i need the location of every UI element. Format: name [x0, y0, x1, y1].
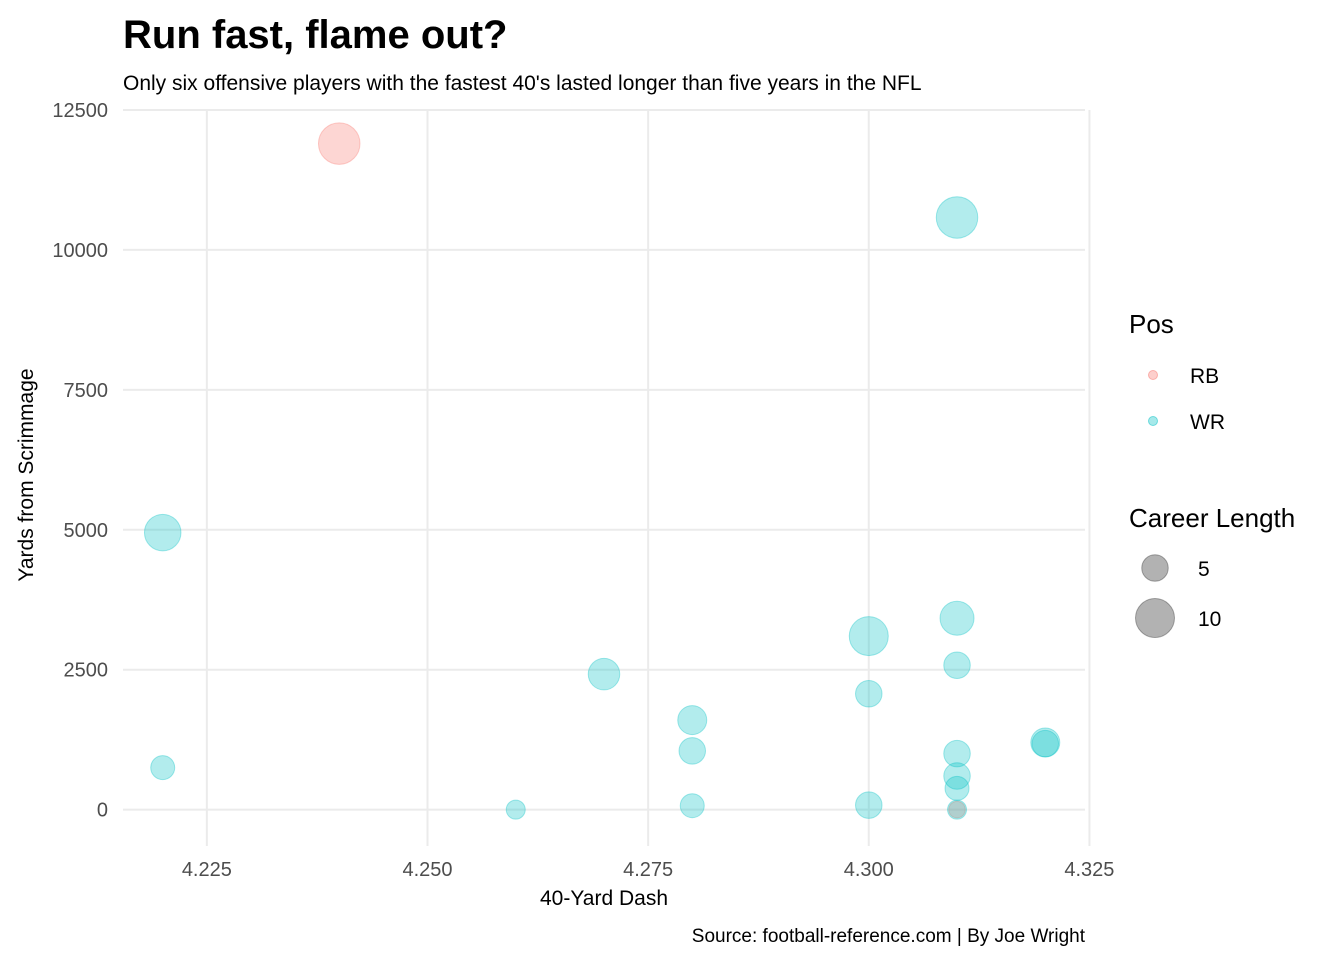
x-tick-label: 4.325: [1064, 859, 1114, 881]
x-axis-title: 40-Yard Dash: [540, 887, 668, 910]
data-point-wr: [150, 755, 176, 781]
data-point-wr: [943, 739, 971, 768]
x-axis-ticks: 4.225 4.250 4.275 4.300 4.325: [182, 859, 1115, 881]
legend-size-title: Career Length: [1129, 503, 1295, 533]
chart-title: Run fast, flame out?: [123, 13, 507, 57]
chart-subtitle: Only six offensive players with the fast…: [123, 72, 922, 95]
data-point-wr: [855, 791, 883, 819]
data-point-rb: [317, 122, 361, 165]
legend-size-label: 10: [1198, 608, 1221, 631]
y-tick-label: 12500: [52, 100, 108, 122]
chart-caption: Source: football-reference.com | By Joe …: [692, 926, 1086, 947]
data-point-wr: [939, 600, 975, 636]
legend-size-label: 5: [1198, 558, 1210, 581]
data-point-wr: [944, 775, 970, 801]
legend-label-rb: RB: [1190, 365, 1219, 388]
grid: [123, 109, 1091, 846]
y-tick-label: 5000: [64, 520, 109, 542]
x-tick-label: 4.250: [402, 859, 452, 881]
y-tick-label: 2500: [64, 660, 109, 682]
data-point-wr: [1030, 727, 1061, 758]
data-point-wr: [677, 705, 708, 736]
data-point-wr: [848, 616, 889, 657]
x-tick-label: 4.225: [182, 859, 232, 881]
legend: Pos Career Length RB WR 5 10: [1129, 309, 1295, 638]
y-tick-label: 0: [97, 800, 108, 822]
data-point-wr: [143, 513, 182, 552]
data-point-wr: [679, 793, 705, 819]
legend-size-key: [1135, 598, 1175, 638]
y-tick-label: 7500: [64, 380, 109, 402]
data-point-wr: [947, 799, 968, 820]
legend-label-wr: WR: [1190, 411, 1225, 434]
x-tick-label: 4.300: [844, 859, 894, 881]
y-tick-label: 10000: [52, 240, 108, 262]
data-point-rb: [948, 800, 966, 819]
legend-key-wr: [1148, 416, 1158, 426]
legend-color-title: Pos: [1129, 309, 1174, 339]
data-point-wr: [587, 657, 621, 691]
data-point-wr: [855, 680, 883, 708]
data-points: [143, 122, 1061, 820]
data-point-wr: [505, 799, 526, 820]
data-point-wr: [943, 762, 971, 790]
data-point-wr: [678, 737, 707, 765]
data-point-wr: [943, 651, 971, 679]
legend-size-key: [1141, 554, 1169, 582]
x-tick-label: 4.275: [623, 859, 673, 881]
data-point-wr: [935, 196, 979, 239]
y-axis-ticks: 0 2500 5000 7500 10000 12500: [52, 100, 108, 822]
y-axis-title: Yards from Scrimmage: [15, 368, 38, 581]
data-point-wr: [1031, 729, 1060, 758]
legend-key-rb: [1148, 370, 1158, 380]
